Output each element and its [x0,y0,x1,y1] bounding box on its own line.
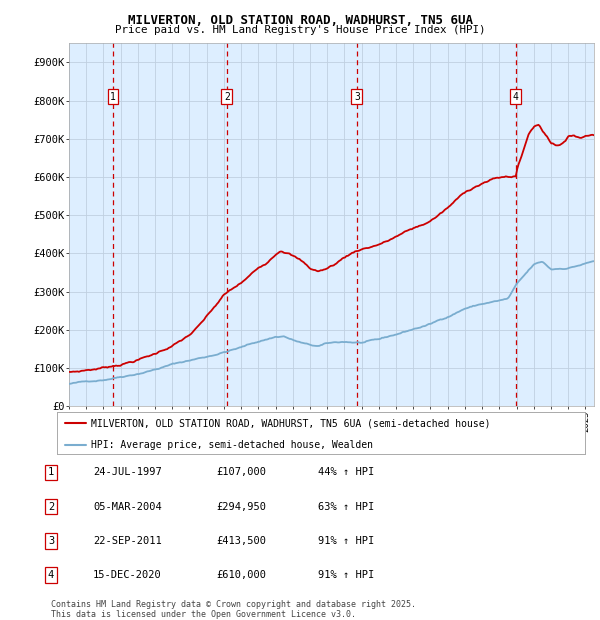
Text: 05-MAR-2004: 05-MAR-2004 [93,502,162,512]
Text: 4: 4 [48,570,54,580]
Text: 22-SEP-2011: 22-SEP-2011 [93,536,162,546]
Text: £610,000: £610,000 [216,570,266,580]
Text: HPI: Average price, semi-detached house, Wealden: HPI: Average price, semi-detached house,… [91,440,373,450]
Text: 1: 1 [48,467,54,477]
Text: Contains HM Land Registry data © Crown copyright and database right 2025.
This d: Contains HM Land Registry data © Crown c… [51,600,416,619]
Text: 2: 2 [48,502,54,512]
Text: 91% ↑ HPI: 91% ↑ HPI [318,570,374,580]
Text: £107,000: £107,000 [216,467,266,477]
Text: 3: 3 [354,92,360,102]
Text: 4: 4 [513,92,519,102]
Text: MILVERTON, OLD STATION ROAD, WADHURST, TN5 6UA (semi-detached house): MILVERTON, OLD STATION ROAD, WADHURST, T… [91,418,491,428]
Text: £413,500: £413,500 [216,536,266,546]
Text: MILVERTON, OLD STATION ROAD, WADHURST, TN5 6UA: MILVERTON, OLD STATION ROAD, WADHURST, T… [128,14,473,27]
Text: 91% ↑ HPI: 91% ↑ HPI [318,536,374,546]
Text: 44% ↑ HPI: 44% ↑ HPI [318,467,374,477]
Text: 24-JUL-1997: 24-JUL-1997 [93,467,162,477]
Text: 2: 2 [224,92,230,102]
Text: £294,950: £294,950 [216,502,266,512]
Text: 1: 1 [110,92,116,102]
Text: Price paid vs. HM Land Registry's House Price Index (HPI): Price paid vs. HM Land Registry's House … [115,25,485,35]
Text: 3: 3 [48,536,54,546]
Text: 15-DEC-2020: 15-DEC-2020 [93,570,162,580]
Text: 63% ↑ HPI: 63% ↑ HPI [318,502,374,512]
